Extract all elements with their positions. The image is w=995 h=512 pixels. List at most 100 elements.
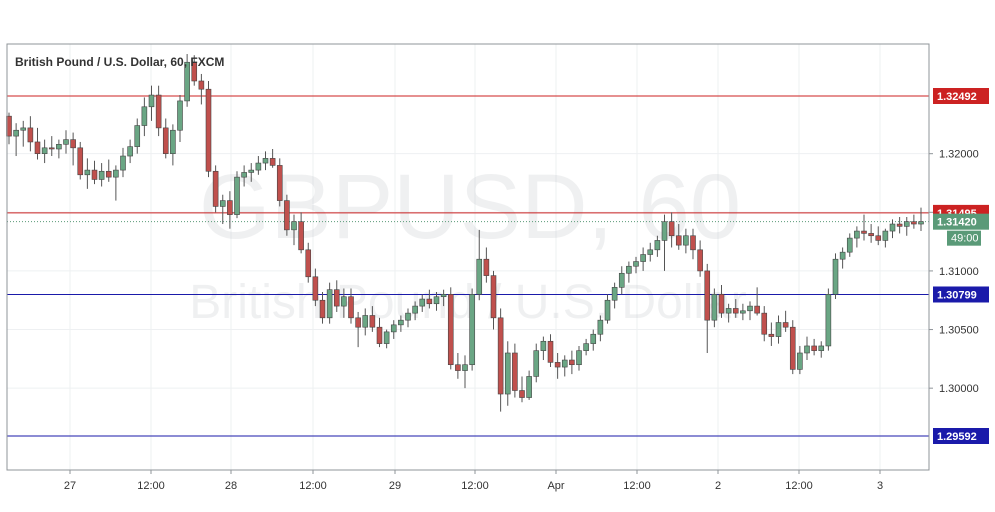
candle-body-up xyxy=(797,352,803,370)
candle xyxy=(148,85,155,121)
candle-body-down xyxy=(348,296,354,319)
level-label-box xyxy=(933,88,989,104)
candle-body-down xyxy=(355,317,361,328)
candle xyxy=(804,336,810,361)
candle xyxy=(782,310,789,332)
level-label-box xyxy=(933,428,989,444)
candle-body-up xyxy=(84,169,91,176)
candle xyxy=(426,289,433,309)
candle-body-up xyxy=(611,287,618,301)
candle xyxy=(683,228,689,254)
candle xyxy=(711,288,718,328)
candle-body-down xyxy=(212,170,219,207)
candle-body-up xyxy=(248,169,255,173)
candle xyxy=(355,311,361,348)
candle-body-up xyxy=(640,254,646,262)
candle xyxy=(298,212,304,254)
candle xyxy=(419,294,426,312)
candle-body-up xyxy=(476,258,483,295)
candle xyxy=(889,219,896,239)
candle-body-up xyxy=(626,265,632,274)
candle xyxy=(440,289,447,307)
candles xyxy=(6,54,924,412)
candle-body-down xyxy=(369,315,376,328)
candle xyxy=(533,343,540,383)
x-tick-label: 12:00 xyxy=(137,480,165,492)
candle xyxy=(134,118,141,154)
candle-body-up xyxy=(433,296,440,305)
candle-body-down xyxy=(284,200,290,231)
candle-body-up xyxy=(526,376,532,398)
x-tick-label: 28 xyxy=(225,480,237,492)
candle xyxy=(369,306,376,332)
candle-body-down xyxy=(319,299,326,319)
candle xyxy=(348,288,354,324)
candle-body-up xyxy=(462,364,468,371)
candle xyxy=(312,268,319,307)
candle xyxy=(526,370,532,400)
candle xyxy=(718,284,725,318)
candle xyxy=(91,160,98,185)
candle xyxy=(319,292,326,324)
candle xyxy=(540,336,547,361)
candle-body-up xyxy=(255,162,262,171)
candle-body-down xyxy=(875,235,882,241)
candle xyxy=(219,194,226,225)
candle-body-down xyxy=(298,221,304,251)
candle-body-up xyxy=(818,345,825,351)
candle-body-up xyxy=(561,359,568,368)
candle-body-down xyxy=(690,235,696,251)
candle-body-up xyxy=(41,147,48,154)
candle-body-up xyxy=(234,176,240,215)
candle xyxy=(27,116,34,152)
candle-body-up xyxy=(412,305,418,314)
candle xyxy=(661,214,668,271)
candle-body-up xyxy=(141,106,148,126)
candle xyxy=(697,240,703,277)
candle-body-up xyxy=(390,324,397,333)
candle-body-up xyxy=(747,305,753,312)
candle xyxy=(469,288,475,371)
candle xyxy=(775,315,782,344)
candle-body-down xyxy=(276,165,283,201)
candle xyxy=(704,263,711,353)
candle xyxy=(576,345,582,371)
candle-body-down xyxy=(718,294,725,314)
candle-body-up xyxy=(597,319,604,335)
candle xyxy=(248,163,255,182)
candle xyxy=(547,334,554,368)
candle xyxy=(255,156,262,175)
candle-body-down xyxy=(205,88,212,172)
candle xyxy=(668,212,675,248)
candle xyxy=(611,282,618,309)
candle xyxy=(77,141,84,180)
candle xyxy=(84,158,91,189)
candle xyxy=(98,163,105,187)
candle xyxy=(675,224,682,250)
candle xyxy=(462,355,468,389)
candle xyxy=(241,165,247,187)
candle-body-up xyxy=(882,230,889,241)
candle xyxy=(875,226,882,246)
candle-body-up xyxy=(504,352,511,395)
candle-body-up xyxy=(262,158,269,164)
y-tick-label: 1.31000 xyxy=(939,266,979,278)
candle-body-up xyxy=(241,172,247,178)
candle-body-down xyxy=(789,326,796,370)
candle-body-up xyxy=(219,200,226,207)
candle xyxy=(747,301,753,321)
candle xyxy=(120,147,126,178)
x-tick-label: Apr xyxy=(547,480,564,492)
candle-body-down xyxy=(162,127,169,154)
candle-body-up xyxy=(341,296,347,307)
x-tick-label: 29 xyxy=(389,480,401,492)
time-axis[interactable]: 27 12:00 28 12:00 29 12:00 Apr 12:00 2 12:00 3 xyxy=(64,470,883,492)
candle-body-up xyxy=(134,125,141,147)
chart-title: British Pound / U.S. Dollar, 60, FXCM xyxy=(15,55,224,69)
candle xyxy=(184,54,190,107)
candle xyxy=(690,228,696,260)
candle-body-down xyxy=(77,147,84,176)
